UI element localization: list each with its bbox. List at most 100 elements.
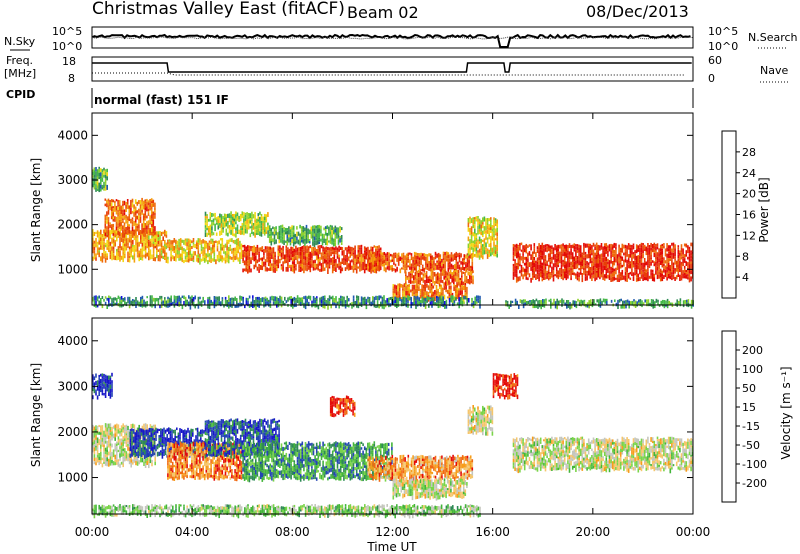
power-cell [272,296,275,299]
power-cell [430,286,433,290]
power-cell [544,272,547,277]
power-cell [622,305,624,309]
power-cell [149,222,151,225]
power-cell [575,252,577,258]
power-cell [667,253,670,258]
power-cell [690,263,692,269]
power-cell [402,293,404,298]
velocity-cell [145,439,148,443]
power-cell [461,280,463,285]
power-cell [243,230,245,236]
power-cell [434,255,437,260]
power-cell [690,255,692,259]
power-cell [104,217,107,221]
power-cell [122,212,124,216]
power-cell [152,199,155,204]
velocity-cell [127,457,129,462]
power-cell [413,254,416,260]
power-cell [100,181,102,185]
power-cell [449,254,451,259]
power-cell [627,274,630,279]
power-cell [450,299,452,303]
power-cell [279,249,281,253]
power-cell [651,276,654,282]
power-cell [574,304,576,307]
power-cell [267,225,269,231]
power-cell [131,217,134,220]
power-cell [308,241,311,244]
power-cell [450,252,453,255]
power-cell [149,249,152,254]
velocity-cell [119,449,121,454]
power-cell [410,255,413,261]
power-cell [216,300,219,306]
power-cell [402,296,404,302]
power-cell [541,245,544,251]
power-cell [480,231,482,236]
power-cell [359,261,361,265]
power-cell [455,297,457,301]
power-cell [592,261,595,266]
velocity-cell [120,438,123,443]
power-cell [110,199,113,203]
power-cell [306,257,308,260]
power-cell [466,294,468,299]
power-cell [304,253,307,257]
velocity-cell [106,431,108,437]
power-cell [296,255,299,260]
power-cell [453,281,455,285]
power-cell [235,250,238,254]
power-cell [114,218,116,222]
power-cell [95,238,97,242]
power-cell [686,302,688,307]
velocity-cell [125,458,128,461]
power-cell [471,258,474,262]
power-cell [434,263,437,266]
power-cell [93,250,96,254]
power-cell [585,303,587,308]
power-cell [310,235,313,239]
power-cell [478,255,481,260]
power-cell [563,271,566,276]
power-cell [608,275,611,278]
power-cell [669,271,672,274]
velocity-cell [93,461,96,465]
velocity-cell [112,461,115,466]
velocity-cell [120,461,123,465]
power-cell [571,267,574,271]
power-cell [235,238,238,242]
power-cell [554,301,557,305]
power-cell [642,277,644,281]
velocity-cell [148,461,150,464]
power-cell [587,270,590,276]
power-cell [271,254,273,259]
power-cell [562,277,564,281]
power-cell [156,244,158,248]
power-cell [136,238,139,240]
power-cell [477,300,480,303]
power-cell [570,248,572,252]
power-cell [490,235,492,241]
power-cell [207,228,210,233]
power-cell [226,242,228,246]
power-cell [296,231,298,234]
power-cell [92,233,94,239]
power-cell [543,268,545,273]
power-cell [146,206,148,212]
power-cell [512,258,515,261]
power-cell [655,250,657,254]
power-cell [573,249,576,252]
power-cell [254,232,256,238]
power-cell [247,225,250,230]
power-cell [557,253,560,258]
power-cell [466,298,468,302]
power-cell [357,295,360,301]
power-cell [295,245,297,250]
power-cell [675,275,678,280]
power-cell [405,286,407,291]
power-cell [333,298,336,303]
power-cell [450,254,453,258]
power-cell [690,276,692,282]
power-cell [204,222,207,226]
power-cell [122,254,124,259]
